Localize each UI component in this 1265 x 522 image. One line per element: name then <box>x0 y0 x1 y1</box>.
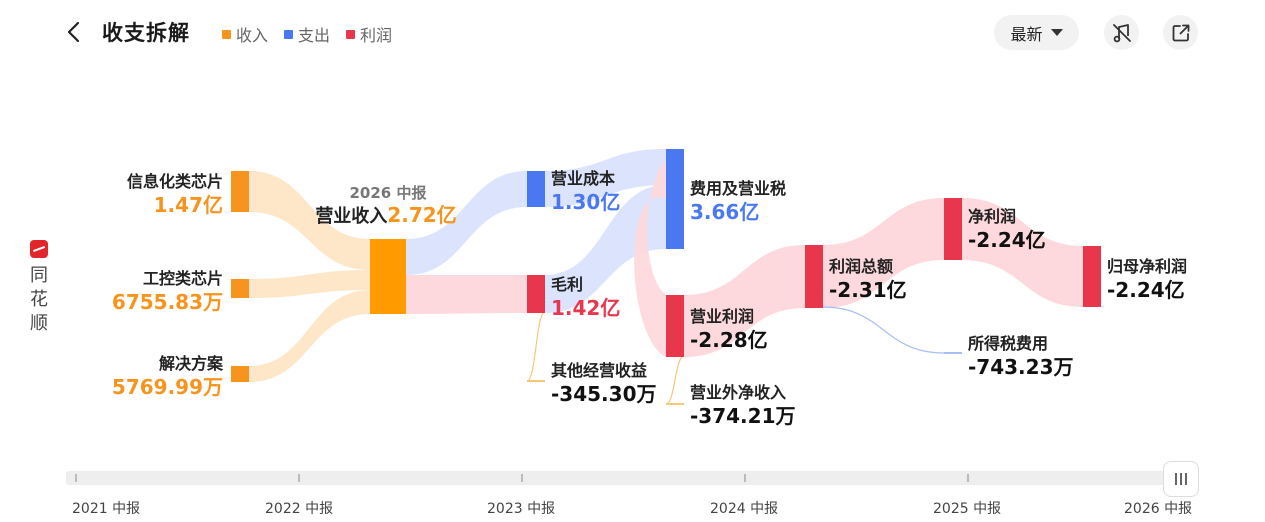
header-bar: 收支拆解 收入 支出 利润 最新 <box>0 0 1265 64</box>
node-value-n14: -2.24亿 <box>1107 278 1185 302</box>
node-label-n2: 工控类芯片 <box>143 269 223 288</box>
sankey-node-n14[interactable] <box>1083 246 1101 307</box>
node-value-n11: -2.31亿 <box>829 278 907 302</box>
node-value-n4: 2.72亿 <box>387 203 456 227</box>
timeline-track[interactable] <box>66 471 1198 485</box>
sankey-link-n9-n11[interactable] <box>684 245 805 357</box>
legend-item-profit[interactable]: 利润 <box>346 22 392 46</box>
sankey-node-n1[interactable] <box>231 171 249 212</box>
node-value-n7: -345.30万 <box>551 382 656 406</box>
sankey-node-n11[interactable] <box>805 245 823 308</box>
sankey-link-n4-n6[interactable] <box>406 275 527 314</box>
chart-legend: 收入 支出 利润 <box>222 22 392 46</box>
sankey-node-n10[interactable] <box>666 403 684 405</box>
node-value-n6: 1.42亿 <box>551 296 620 320</box>
sankey-link-n6-n7[interactable] <box>526 311 546 382</box>
period-select-value: 最新 <box>1010 24 1043 44</box>
legend-item-expense[interactable]: 支出 <box>284 22 330 46</box>
node-label-n1: 信息化类芯片 <box>127 172 223 191</box>
timeline-label[interactable]: 2026 中报 <box>1124 501 1193 517</box>
sankey-node-n13[interactable] <box>944 352 962 354</box>
node-value-n12: -2.24亿 <box>968 228 1046 252</box>
grip-line-icon <box>1185 473 1187 485</box>
node-value-n13: -743.23万 <box>968 355 1073 379</box>
node-label-n10: 营业外净收入 <box>690 383 786 402</box>
back-button[interactable] <box>60 16 90 48</box>
timeline-label[interactable]: 2024 中报 <box>710 501 779 517</box>
sankey-node-n6[interactable] <box>527 275 545 313</box>
sankey-link-n8-n9[interactable] <box>634 159 666 357</box>
legend-swatch-profit <box>346 29 356 39</box>
node-label-n4-text: 营业收入 <box>315 205 387 227</box>
legend-swatch-income <box>222 29 231 39</box>
node-label-n13: 所得税费用 <box>968 334 1048 353</box>
node-value-n1: 1.47亿 <box>154 193 223 217</box>
page-title: 收支拆解 <box>102 21 190 45</box>
sankey-node-n7[interactable] <box>527 380 545 382</box>
node-label-n14: 归母净利润 <box>1107 257 1187 276</box>
node-label-n9: 营业利润 <box>690 307 754 326</box>
node-value-n5: 1.30亿 <box>551 190 620 214</box>
node-value-n8: 3.66亿 <box>690 200 759 224</box>
node-value-n3: 5769.99万 <box>112 375 223 399</box>
sankey-node-n3[interactable] <box>231 366 249 382</box>
mute-button[interactable] <box>1104 15 1139 50</box>
sankey-link-n1-n4[interactable] <box>249 171 370 270</box>
sankey-link-n5-n8[interactable] <box>545 149 666 207</box>
node-label-n6: 毛利 <box>551 275 583 294</box>
sankey-link-n9-n10[interactable] <box>665 355 685 405</box>
brand-watermark: 同花顺 <box>26 240 52 336</box>
sankey-link-n4-n5[interactable] <box>406 171 527 275</box>
sankey-node-n4[interactable] <box>370 239 406 314</box>
sankey-link-n2-n4[interactable] <box>249 270 370 298</box>
timeline-label[interactable]: 2025 中报 <box>933 501 1002 517</box>
node-value-n2: 6755.83万 <box>112 290 223 314</box>
grip-line-icon <box>1175 473 1177 485</box>
chevron-left-icon <box>67 21 80 43</box>
timeline-label[interactable]: 2022 中报 <box>265 501 334 517</box>
period-select[interactable]: 最新 <box>994 15 1079 50</box>
node-label-n5: 营业成本 <box>551 169 615 188</box>
legend-label-expense: 支出 <box>298 26 331 45</box>
caret-down-icon <box>1050 29 1063 36</box>
legend-item-income[interactable]: 收入 <box>222 22 268 46</box>
legend-label-income: 收入 <box>236 26 269 45</box>
sankey-node-n9[interactable] <box>666 295 684 357</box>
sankey-node-n8[interactable] <box>666 149 684 249</box>
node-label-n11: 利润总额 <box>829 257 893 276</box>
node-label-n4: 营业收入2.72亿 <box>315 203 456 227</box>
node-value-n9: -2.28亿 <box>690 328 768 352</box>
sankey-link-n12-n14[interactable] <box>962 198 1083 307</box>
sankey-node-n2[interactable] <box>231 279 249 298</box>
sankey-node-n5[interactable] <box>527 171 545 207</box>
sankey-link-n11-n12[interactable] <box>823 198 944 308</box>
node-label-n8: 费用及营业税 <box>690 179 786 198</box>
timeline-label[interactable]: 2021 中报 <box>72 501 141 517</box>
timeline-slider-handle[interactable] <box>1163 461 1199 497</box>
timeline-bar[interactable] <box>66 471 1198 485</box>
timeline-label[interactable]: 2023 中报 <box>487 501 556 517</box>
node-value-n10: -374.21万 <box>690 404 795 428</box>
brand-logo-icon <box>30 240 48 258</box>
sankey-links <box>249 149 1083 405</box>
grip-line-icon <box>1180 473 1182 485</box>
node-label-n12: 净利润 <box>968 207 1016 226</box>
node-label-n7: 其他经营收益 <box>551 361 647 380</box>
sankey-link-n3-n4[interactable] <box>249 290 370 382</box>
brand-text: 同花顺 <box>30 265 48 334</box>
share-button[interactable] <box>1163 15 1198 50</box>
sankey-node-n12[interactable] <box>944 198 962 260</box>
sankey-link-n11-n13[interactable] <box>822 306 945 354</box>
legend-swatch-expense <box>284 29 294 39</box>
period-label: 2026 中报 <box>350 184 427 202</box>
legend-label-profit: 利润 <box>360 26 393 45</box>
node-label-n3: 解决方案 <box>159 354 224 373</box>
sankey-link-n6-n8[interactable] <box>545 185 666 313</box>
sankey-nodes <box>231 149 1101 405</box>
music-off-icon <box>1112 23 1131 42</box>
external-link-icon <box>1172 24 1189 41</box>
